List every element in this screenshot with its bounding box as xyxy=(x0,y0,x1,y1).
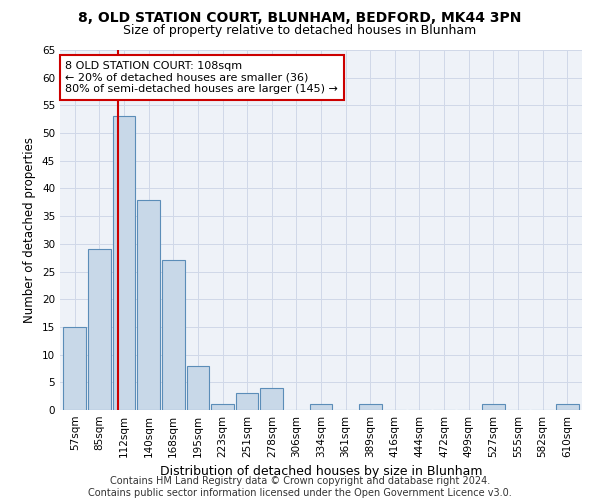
Bar xyxy=(137,200,160,410)
Bar xyxy=(187,366,209,410)
Y-axis label: Number of detached properties: Number of detached properties xyxy=(23,137,37,323)
Bar xyxy=(162,260,185,410)
Bar xyxy=(260,388,283,410)
X-axis label: Distribution of detached houses by size in Blunham: Distribution of detached houses by size … xyxy=(160,466,482,478)
Bar xyxy=(64,327,86,410)
Bar xyxy=(556,404,578,410)
Bar xyxy=(113,116,136,410)
Bar xyxy=(482,404,505,410)
Bar xyxy=(211,404,234,410)
Bar xyxy=(88,250,111,410)
Bar xyxy=(236,394,259,410)
Text: 8 OLD STATION COURT: 108sqm
← 20% of detached houses are smaller (36)
80% of sem: 8 OLD STATION COURT: 108sqm ← 20% of det… xyxy=(65,61,338,94)
Bar xyxy=(359,404,382,410)
Text: 8, OLD STATION COURT, BLUNHAM, BEDFORD, MK44 3PN: 8, OLD STATION COURT, BLUNHAM, BEDFORD, … xyxy=(79,12,521,26)
Text: Contains HM Land Registry data © Crown copyright and database right 2024.
Contai: Contains HM Land Registry data © Crown c… xyxy=(88,476,512,498)
Text: Size of property relative to detached houses in Blunham: Size of property relative to detached ho… xyxy=(124,24,476,37)
Bar xyxy=(310,404,332,410)
